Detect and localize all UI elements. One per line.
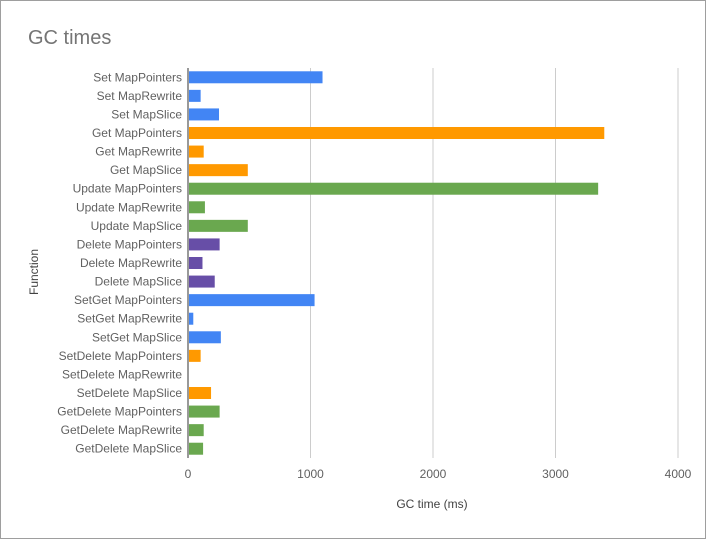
x-tick-labels: 0 1000 2000 3000 4000: [185, 467, 692, 481]
bar: [189, 182, 599, 195]
gridlines: [187, 68, 679, 458]
bar: [189, 387, 212, 399]
category-label: SetDelete MapPointers: [59, 349, 182, 363]
category-label: Delete MapPointers: [77, 237, 182, 251]
bar: [189, 442, 204, 455]
bar: [189, 312, 194, 325]
x-axis-title: GC time (ms): [396, 497, 467, 511]
x-tick-label: 3000: [542, 467, 569, 481]
bar: [189, 257, 203, 269]
category-label: Set MapSlice: [111, 107, 182, 121]
bar: [189, 89, 201, 102]
category-label: GetDelete MapSlice: [75, 442, 182, 456]
category-label: SetGet MapPointers: [74, 293, 182, 307]
category-label: GetDelete MapRewrite: [61, 423, 183, 437]
category-label: SetGet MapRewrite: [77, 312, 182, 326]
bar: [189, 294, 315, 307]
x-tick-label: 2000: [420, 467, 447, 481]
bar: [189, 238, 220, 251]
bars: [189, 71, 605, 455]
y-axis-title: Function: [27, 249, 41, 295]
category-label: Delete MapRewrite: [80, 256, 182, 270]
category-label: Get MapPointers: [92, 126, 182, 140]
bar: [189, 108, 220, 121]
bar: [189, 127, 605, 139]
category-labels: Set MapPointers Set MapRewrite Set MapSlic…: [57, 70, 182, 455]
category-label: Update MapSlice: [91, 219, 183, 233]
bar: [189, 331, 221, 344]
category-label: Update MapPointers: [73, 182, 182, 196]
x-tick-label: 0: [185, 467, 192, 481]
bar: [189, 145, 204, 158]
bar: [189, 349, 201, 362]
category-label: Delete MapSlice: [95, 275, 183, 289]
x-tick-label: 4000: [665, 467, 692, 481]
category-label: SetDelete MapSlice: [77, 386, 183, 400]
bar: [189, 71, 323, 84]
category-label: GetDelete MapPointers: [57, 405, 182, 419]
chart-title: GC times: [28, 27, 112, 49]
x-tick-label: 1000: [297, 467, 324, 481]
bar: [189, 219, 248, 232]
bar: [189, 164, 248, 177]
category-label: SetDelete MapRewrite: [62, 367, 182, 381]
bar: [189, 201, 205, 214]
category-label: Set MapPointers: [93, 70, 182, 84]
category-label: Update MapRewrite: [76, 200, 182, 214]
category-label: Get MapSlice: [110, 163, 182, 177]
bar: [189, 275, 215, 288]
category-label: SetGet MapSlice: [92, 330, 182, 344]
bar: [189, 405, 220, 418]
category-label: Get MapRewrite: [95, 145, 182, 159]
category-label: Set MapRewrite: [97, 89, 183, 103]
bar: [189, 424, 204, 437]
